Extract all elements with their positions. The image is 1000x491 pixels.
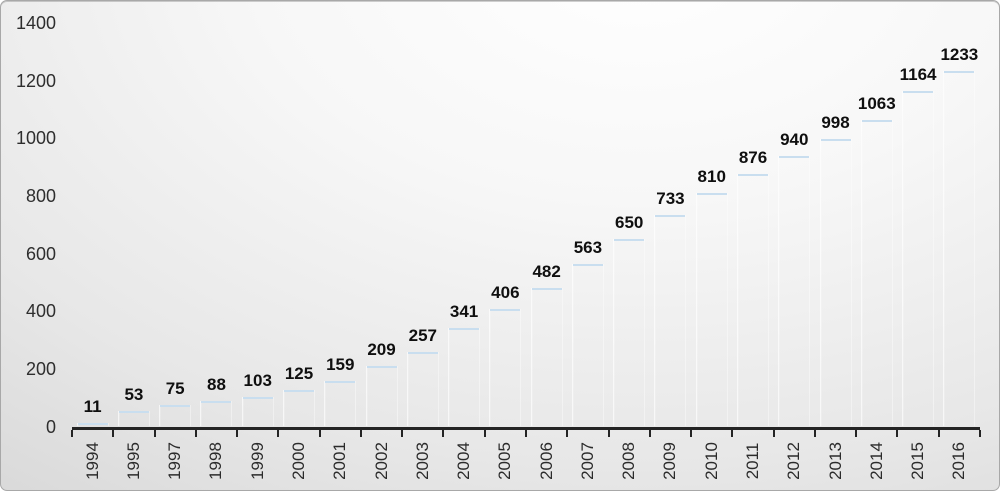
x-tick-label: 2016: [949, 442, 969, 480]
bar-value-label: 88: [206, 375, 226, 395]
x-axis-tick: [937, 429, 940, 437]
bar-value-label: 810: [697, 167, 726, 187]
bar-value-label: 876: [738, 148, 768, 168]
y-tick-label: 1000: [15, 128, 56, 149]
y-tick-label: 1200: [15, 70, 56, 91]
x-axis-tick: [71, 429, 73, 437]
x-axis-tick: [318, 429, 321, 437]
y-tick-label: 1400: [15, 13, 56, 33]
bar-2010: [696, 193, 727, 426]
bar-value-label: 159: [326, 354, 355, 374]
bar-value-label: 125: [284, 364, 314, 384]
x-tick-label: 2002: [371, 442, 391, 480]
bar-value-label: 53: [124, 385, 144, 405]
x-axis-tick: [772, 429, 775, 437]
bar-value-label: 406: [491, 283, 520, 303]
x-tick-label: 2001: [330, 442, 350, 480]
y-tick-label: 200: [25, 358, 56, 379]
bar-2003: [407, 352, 438, 426]
bar-value-label: 341: [449, 302, 479, 322]
bar-2015: [903, 91, 934, 426]
x-tick-label: 2000: [289, 442, 308, 480]
x-tick-label: 2012: [784, 442, 804, 480]
x-axis-tick: [813, 429, 816, 437]
x-axis-tick: [731, 429, 734, 437]
bar-value-label: 998: [821, 112, 850, 132]
x-tick-label: 2009: [660, 442, 680, 480]
x-tick-label: 2003: [412, 442, 432, 480]
x-axis-tick: [153, 429, 156, 437]
bar-2008: [614, 239, 645, 426]
y-tick-label: 800: [25, 185, 56, 206]
bar-2006: [531, 287, 562, 427]
x-axis-tick: [401, 429, 404, 437]
x-axis-tick: [194, 429, 197, 437]
y-tick-label: 400: [25, 301, 56, 322]
bar-value-label: 940: [780, 129, 809, 149]
bar-value-label: 650: [614, 213, 644, 233]
bar-value-label: 75: [165, 378, 185, 398]
x-axis-tick: [896, 429, 899, 437]
x-tick-label: 2014: [866, 442, 886, 480]
x-tick-label: 2013: [825, 442, 845, 480]
bar-1998: [201, 401, 232, 426]
x-axis-tick: [277, 429, 280, 437]
x-tick-label: 2008: [619, 442, 639, 480]
x-axis-tick: [648, 429, 651, 437]
x-tick-label: 2010: [701, 442, 721, 480]
x-axis-tick: [525, 429, 527, 437]
x-axis-tick: [566, 429, 569, 437]
x-tick-label: 1995: [123, 442, 143, 480]
bar-2012: [779, 155, 810, 427]
bar-2005: [490, 309, 521, 426]
x-tick-label: 1997: [165, 442, 185, 480]
bar-1999: [242, 396, 273, 427]
y-tick-label: 0: [45, 416, 56, 437]
bar-2009: [655, 215, 686, 426]
bar-2013: [820, 138, 851, 427]
bar-1994: [77, 423, 108, 426]
x-axis-tick: [483, 429, 486, 437]
x-axis-line: [72, 426, 980, 430]
x-tick-label: 2005: [495, 442, 515, 480]
x-axis-tick: [690, 429, 693, 437]
bar-2011: [738, 174, 768, 426]
x-tick-label: 1998: [206, 442, 226, 480]
bar-1997: [160, 404, 191, 427]
bar-2004: [449, 328, 480, 426]
bar-2000: [284, 390, 314, 426]
bar-value-label: 563: [573, 238, 603, 258]
bar-value-label: 257: [408, 326, 437, 346]
x-tick-label: 1999: [247, 442, 267, 480]
bar-value-label: 482: [532, 261, 561, 281]
x-tick-label: 2004: [454, 442, 474, 480]
bar-value-label: 1233: [940, 45, 979, 65]
x-tick-label: 2006: [536, 442, 556, 480]
x-tick-label: 2007: [577, 442, 597, 480]
bar-value-label: 733: [656, 189, 685, 209]
bar-2002: [366, 366, 397, 426]
bar-1995: [118, 411, 149, 426]
bar-value-label: 209: [367, 340, 396, 360]
x-axis-tick: [442, 429, 445, 437]
bar-2014: [861, 120, 892, 426]
x-axis-tick: [607, 429, 610, 437]
x-axis-tick: [979, 429, 981, 437]
bar-2007: [572, 264, 603, 426]
x-axis-tick: [359, 429, 362, 437]
bar-value-label: 1063: [857, 94, 896, 114]
bar-2001: [325, 380, 356, 427]
y-tick-label: 600: [25, 243, 56, 264]
x-tick-label: 1994: [82, 442, 102, 480]
bar-value-label: 1164: [899, 65, 937, 85]
bar-2016: [944, 71, 975, 426]
x-tick-label: 2015: [908, 442, 928, 480]
x-tick-label: 2011: [743, 442, 762, 480]
x-axis-tick: [236, 429, 239, 437]
x-axis-tick: [112, 429, 115, 437]
bar-value-label: 11: [83, 397, 102, 417]
bar-value-label: 103: [243, 370, 272, 390]
x-axis-tick: [855, 429, 858, 437]
